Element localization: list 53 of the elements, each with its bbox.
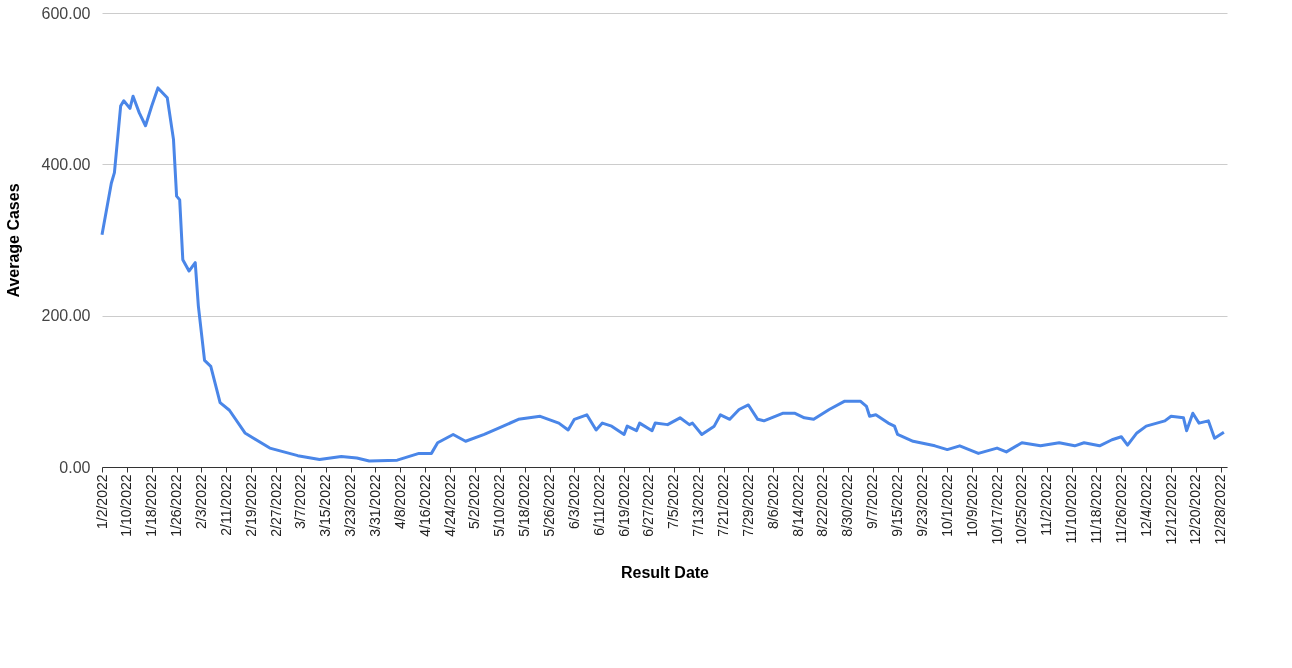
x-tick-label: 11/2/2022 [1038, 474, 1055, 536]
x-axis-title: Result Date [620, 563, 710, 581]
x-tick-label: 4/24/2022 [441, 474, 458, 537]
x-tick-label: 10/17/2022 [988, 474, 1005, 545]
x-tick-label: 7/21/2022 [715, 474, 732, 537]
x-tick-label: 11/26/2022 [1112, 474, 1129, 544]
x-tick-label: 7/29/2022 [739, 474, 756, 537]
x-tick-label: 9/7/2022 [864, 474, 881, 529]
y-tick-label: 0.00 [59, 458, 91, 476]
x-tick-label: 12/20/2022 [1187, 474, 1204, 545]
line-series [100, 86, 1226, 463]
x-tick-label: 2/19/2022 [242, 474, 259, 537]
x-tick-label: 2/11/2022 [217, 474, 234, 536]
x-tick-label: 5/18/2022 [516, 474, 533, 537]
x-tick-label: 4/8/2022 [391, 474, 408, 529]
y-axis-title: Average Cases [4, 183, 22, 298]
x-tick-label: 9/23/2022 [913, 474, 930, 537]
x-tick-label: 8/6/2022 [764, 474, 781, 529]
x-tick-label: 7/13/2022 [690, 474, 707, 537]
x-tick-label: 9/15/2022 [889, 474, 906, 537]
x-tick-label: 1/26/2022 [168, 474, 185, 537]
x-tick-label: 2/27/2022 [267, 474, 284, 537]
y-tick-label: 600.00 [41, 4, 91, 22]
x-tick-label: 12/28/2022 [1212, 474, 1229, 545]
x-tick-label: 6/3/2022 [565, 474, 582, 529]
x-tick-label: 3/15/2022 [317, 474, 334, 537]
x-tick-label: 5/2/2022 [466, 474, 483, 529]
x-tick-label: 5/26/2022 [541, 474, 558, 537]
x-tick-label: 5/10/2022 [491, 474, 508, 537]
x-tick-label: 11/10/2022 [1063, 474, 1080, 544]
x-tick-label: 6/11/2022 [590, 474, 607, 536]
x-tick-label: 1/2/2022 [93, 474, 110, 529]
x-tick-label: 10/1/2022 [938, 474, 955, 537]
x-tick-label: 8/22/2022 [814, 474, 831, 537]
x-tick-label: 3/31/2022 [366, 474, 383, 537]
x-tick-label: 7/5/2022 [665, 474, 682, 529]
x-tick-label: 1/18/2022 [143, 474, 160, 537]
x-tick-label: 11/18/2022 [1087, 474, 1104, 544]
x-tick-label: 6/27/2022 [640, 474, 657, 537]
x-tick-label: 3/7/2022 [292, 474, 309, 529]
x-tick-label: 8/14/2022 [789, 474, 806, 537]
x-tick-label: 3/23/2022 [342, 474, 359, 537]
y-tick-label: 200.00 [41, 307, 91, 325]
x-tick-label: 6/19/2022 [615, 474, 632, 537]
y-tick-label: 400.00 [41, 155, 91, 173]
x-tick-label: 12/4/2022 [1137, 474, 1154, 537]
x-tick-label: 2/3/2022 [192, 474, 209, 529]
x-tick-label: 8/30/2022 [839, 474, 856, 537]
x-tick-label: 12/12/2022 [1162, 474, 1179, 545]
x-tick-label: 10/9/2022 [963, 474, 980, 537]
x-tick-label: 10/25/2022 [1013, 474, 1030, 545]
x-tick-label: 4/16/2022 [416, 474, 433, 537]
x-tick-label: 1/10/2022 [118, 474, 135, 537]
